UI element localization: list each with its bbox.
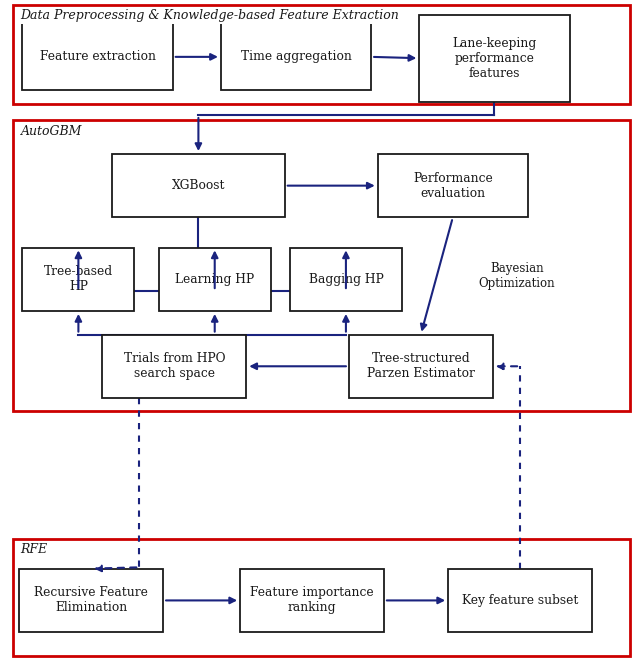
Text: Recursive Feature
Elimination: Recursive Feature Elimination — [35, 587, 148, 614]
Text: Key feature subset: Key feature subset — [462, 594, 578, 607]
Text: Time aggregation: Time aggregation — [241, 50, 351, 64]
Text: Data Preprocessing & Knowledge-based Feature Extraction: Data Preprocessing & Knowledge-based Fea… — [20, 9, 399, 22]
Text: Feature importance
ranking: Feature importance ranking — [250, 587, 374, 614]
Bar — [419, 15, 570, 102]
Bar — [13, 120, 630, 411]
Text: Lane-keeping
performance
features: Lane-keeping performance features — [452, 37, 536, 80]
Bar — [159, 248, 271, 311]
Text: Tree-based
HP: Tree-based HP — [44, 266, 113, 293]
Text: Bagging HP: Bagging HP — [308, 273, 383, 286]
Bar — [240, 569, 384, 632]
Text: Learning HP: Learning HP — [175, 273, 254, 286]
Bar — [13, 539, 630, 656]
Bar — [22, 23, 173, 90]
Bar — [19, 569, 163, 632]
Text: Tree-structured
Parzen Estimator: Tree-structured Parzen Estimator — [367, 353, 475, 380]
Text: Bayesian
Optimization: Bayesian Optimization — [479, 262, 555, 290]
Bar — [378, 154, 528, 217]
Bar — [221, 23, 371, 90]
Text: AutoGBM: AutoGBM — [20, 125, 82, 138]
Text: Trials from HPO
search space: Trials from HPO search space — [124, 353, 225, 380]
Bar — [448, 569, 592, 632]
Text: Performance
evaluation: Performance evaluation — [413, 172, 493, 199]
Bar — [112, 154, 285, 217]
Bar — [102, 334, 246, 398]
Text: Feature extraction: Feature extraction — [40, 50, 156, 64]
Bar — [13, 5, 630, 104]
Bar — [349, 334, 493, 398]
Text: XGBoost: XGBoost — [172, 179, 225, 192]
Text: RFE: RFE — [20, 543, 47, 556]
Bar — [290, 248, 402, 311]
Bar — [22, 248, 134, 311]
